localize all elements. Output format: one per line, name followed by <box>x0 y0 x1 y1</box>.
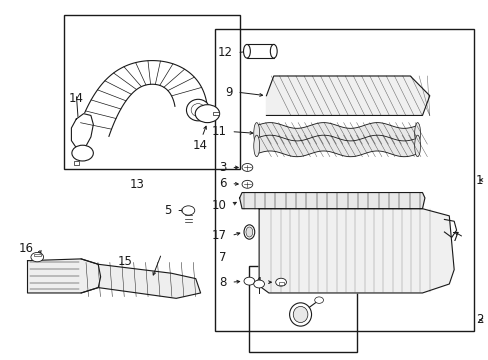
Text: 9: 9 <box>224 86 232 99</box>
Ellipse shape <box>253 123 259 144</box>
Circle shape <box>195 105 219 123</box>
Polygon shape <box>27 259 101 293</box>
Polygon shape <box>256 123 417 144</box>
Text: 8: 8 <box>219 276 226 289</box>
Bar <box>213 112 219 116</box>
Text: 11: 11 <box>211 125 226 138</box>
Polygon shape <box>81 259 200 298</box>
Bar <box>246 44 273 58</box>
Ellipse shape <box>191 104 205 117</box>
Text: 5: 5 <box>163 204 171 217</box>
Text: 14: 14 <box>193 139 208 152</box>
Circle shape <box>72 145 93 161</box>
Circle shape <box>253 280 264 288</box>
Text: 14: 14 <box>69 92 83 105</box>
Ellipse shape <box>414 123 420 144</box>
Text: 3: 3 <box>219 161 226 174</box>
Circle shape <box>182 206 194 215</box>
Circle shape <box>31 252 43 262</box>
Polygon shape <box>239 193 424 209</box>
Bar <box>278 282 283 285</box>
Circle shape <box>242 163 252 171</box>
Text: 2: 2 <box>475 313 483 327</box>
Text: 17: 17 <box>211 229 226 242</box>
Bar <box>34 254 41 256</box>
Text: 15: 15 <box>117 255 132 268</box>
Text: 7: 7 <box>219 251 226 264</box>
Ellipse shape <box>253 135 259 157</box>
Circle shape <box>244 277 254 285</box>
Bar <box>249 266 356 352</box>
Ellipse shape <box>289 303 311 326</box>
Polygon shape <box>266 76 429 116</box>
Text: 1: 1 <box>475 174 483 186</box>
Text: 10: 10 <box>211 199 226 212</box>
Text: 16: 16 <box>19 242 34 255</box>
Bar <box>215 30 473 330</box>
Ellipse shape <box>293 306 307 323</box>
Text: 6: 6 <box>219 177 226 190</box>
Text: 12: 12 <box>217 46 232 59</box>
Ellipse shape <box>186 99 209 121</box>
Bar <box>74 161 79 165</box>
Ellipse shape <box>245 227 252 237</box>
Ellipse shape <box>244 225 254 239</box>
Polygon shape <box>78 60 206 136</box>
Circle shape <box>275 278 286 286</box>
Polygon shape <box>259 209 453 293</box>
Circle shape <box>242 180 252 188</box>
Text: 7: 7 <box>450 231 458 244</box>
Text: 13: 13 <box>129 178 144 191</box>
Bar <box>64 15 239 169</box>
Polygon shape <box>71 114 93 148</box>
Ellipse shape <box>270 44 277 58</box>
Ellipse shape <box>414 135 420 157</box>
Circle shape <box>314 297 323 303</box>
Text: 4: 4 <box>254 276 261 289</box>
Ellipse shape <box>243 44 250 58</box>
Polygon shape <box>256 135 417 157</box>
